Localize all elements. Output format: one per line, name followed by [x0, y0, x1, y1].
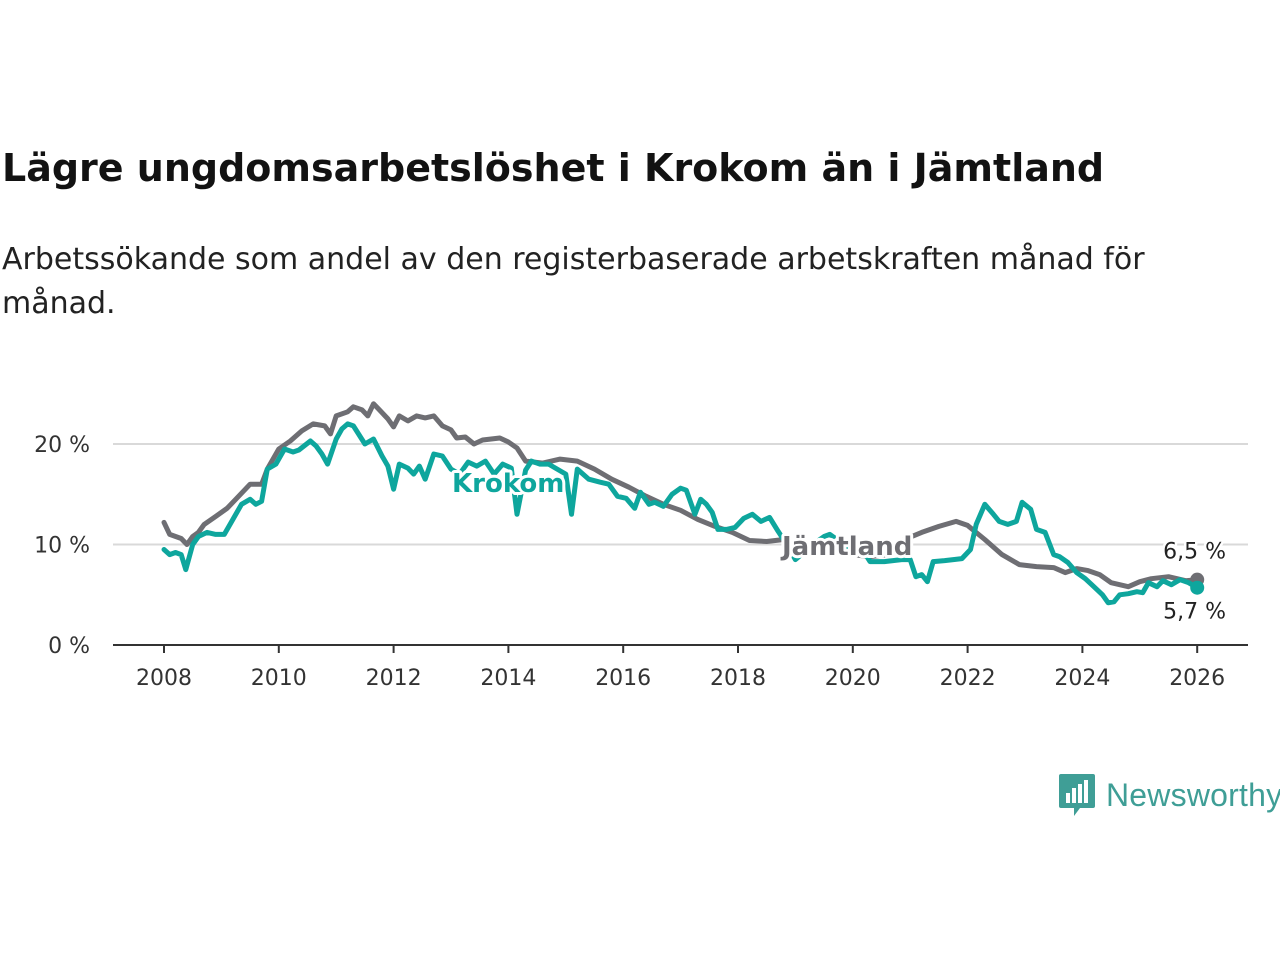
- x-tick-label-2008: 2008: [136, 666, 192, 691]
- series-line-krokom: [161, 421, 1200, 606]
- y-tick-label-0: 0 %: [48, 634, 90, 659]
- x-tick-label-2016: 2016: [595, 666, 651, 691]
- series-end-dot-krokom: [1190, 580, 1205, 595]
- x-tick-label-2020: 2020: [825, 666, 881, 691]
- y-axis-ticks: 0 % 10 % 20 %: [34, 433, 90, 659]
- end-label-krokom: 5,7 %: [1163, 600, 1226, 625]
- x-tick-label-2010: 2010: [251, 666, 307, 691]
- x-tick-label-2026: 2026: [1169, 666, 1225, 691]
- x-tick-label-2014: 2014: [480, 666, 536, 691]
- x-tick-label-2024: 2024: [1054, 666, 1110, 691]
- series-label-jamtland: Jämtland: [780, 532, 912, 562]
- newsworthy-logo-text: Newsworthy: [1106, 776, 1280, 813]
- x-axis: 2008 2010 2012 2014 2016 2018 2020 2022 2024 2026: [113, 644, 1248, 691]
- series-labels: Jämtland Krokom 6,5 % 5,7 %: [449, 466, 1229, 627]
- series-line-j-mtland: [161, 401, 1200, 590]
- y-tick-label-10: 10 %: [34, 534, 90, 559]
- end-label-jamtland: 6,5 %: [1163, 540, 1226, 565]
- series-label-krokom: Krokom: [452, 469, 564, 499]
- newsworthy-logo: Newsworthy: [1058, 772, 1280, 818]
- x-tick-label-2022: 2022: [940, 666, 996, 691]
- gridlines: [113, 443, 1248, 546]
- y-tick-label-20: 20 %: [34, 433, 90, 458]
- line-chart: 0 % 10 % 20 % 2008 2010 2012 2014 2016 2018 2020…: [34, 401, 1248, 691]
- chart-subtitle: Arbetssökande som andel av den registerb…: [2, 242, 1145, 321]
- chart-title: Lägre ungdomsarbetslöshet i Krokom än i …: [2, 146, 1105, 190]
- newsworthy-logo-icon: [1059, 774, 1095, 816]
- x-tick-label-2018: 2018: [710, 666, 766, 691]
- series-lines: [161, 401, 1205, 606]
- x-tick-label-2012: 2012: [366, 666, 422, 691]
